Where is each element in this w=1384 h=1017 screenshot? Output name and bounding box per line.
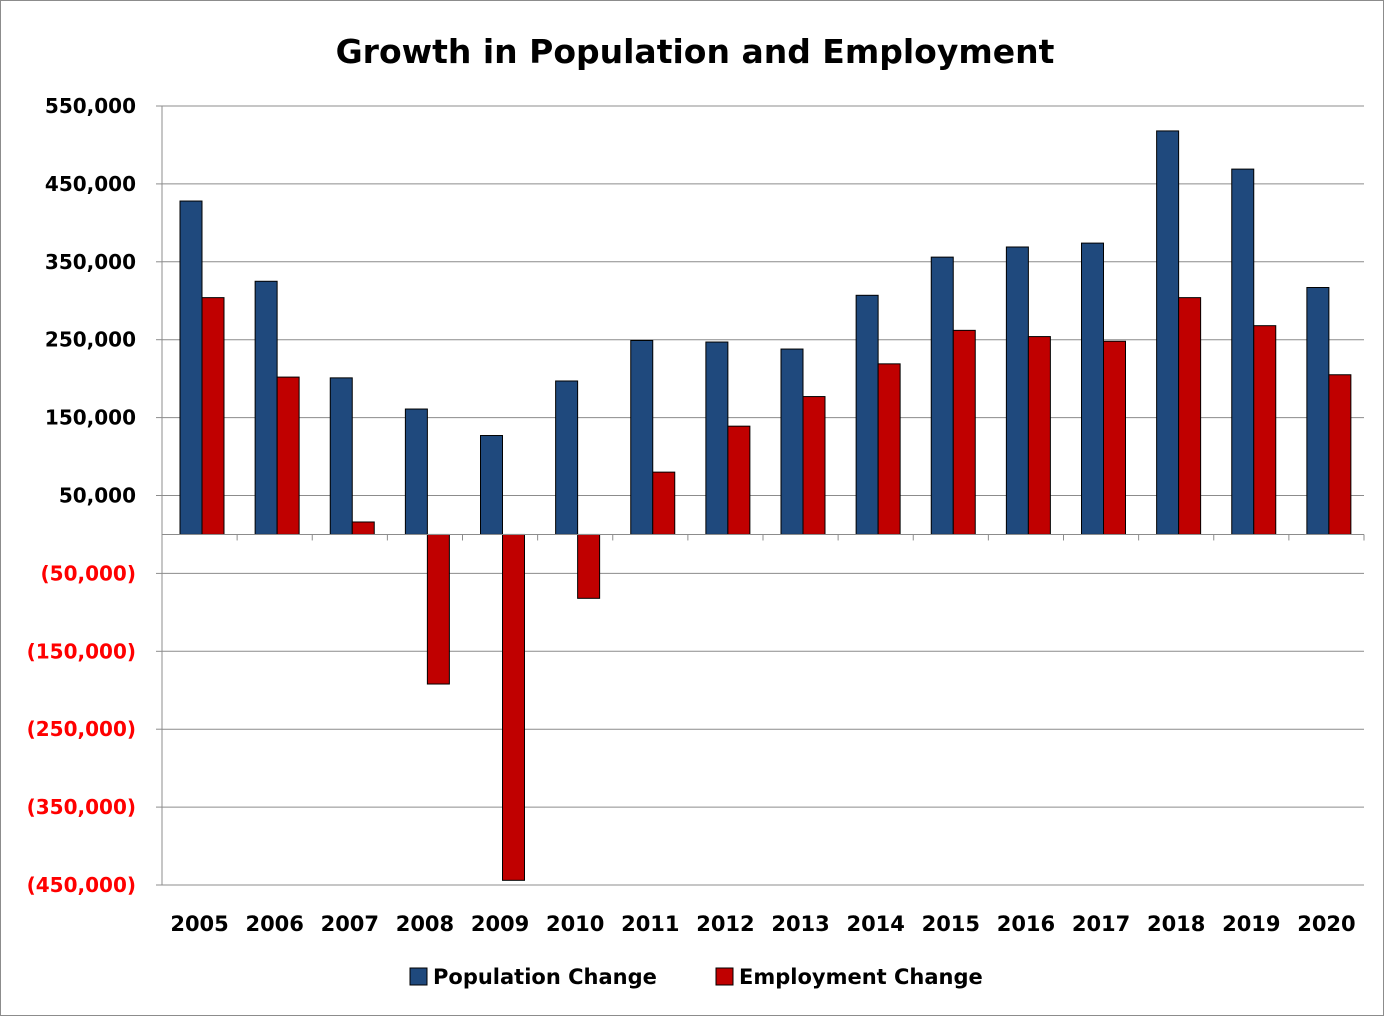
- y-tick-label: 150,000: [45, 406, 136, 430]
- bar-population-2009: [480, 435, 503, 535]
- bar-employment-2015: [952, 329, 976, 535]
- x-tick-label: 2016: [997, 912, 1055, 936]
- x-tick-label: 2006: [245, 912, 303, 936]
- bar-population-2019: [1231, 168, 1255, 535]
- x-tick-label: 2020: [1297, 912, 1355, 936]
- bar-employment-2010: [577, 533, 601, 599]
- legend-swatch-employment: [715, 967, 734, 986]
- bar-population-2018: [1156, 130, 1180, 535]
- x-tick-label: 2011: [621, 912, 679, 936]
- x-axis-ticks: 2005 2006 2007 2008 2009 2010 2011 2012 2013 2014…: [170, 912, 1355, 936]
- bar-employment-2011: [652, 471, 676, 535]
- x-tick-label: 2010: [546, 912, 604, 936]
- bar-employment-2009: [502, 533, 525, 881]
- bar-employment-2013: [802, 396, 826, 535]
- bar-population-2013: [780, 348, 804, 535]
- y-tick-label: 450,000: [45, 172, 136, 196]
- bar-population-2020: [1306, 287, 1330, 535]
- x-tick-label: 2014: [846, 912, 904, 936]
- bar-employment-2017: [1103, 340, 1126, 535]
- x-tick-label: 2009: [471, 912, 529, 936]
- y-axis-ticks: 550,000 450,000 350,000 250,000 150,000 50,00…: [27, 94, 162, 897]
- bar-population-2016: [1005, 246, 1029, 535]
- x-tick-label: 2015: [922, 912, 980, 936]
- x-tick-label: 2013: [771, 912, 829, 936]
- bars: [179, 130, 1352, 881]
- bar-employment-2006: [276, 376, 300, 535]
- bar-population-2008: [404, 408, 428, 535]
- bar-population-2015: [930, 256, 954, 535]
- bar-employment-2007: [351, 521, 375, 535]
- bar-population-2005: [179, 200, 203, 535]
- y-tick-label: 350,000: [45, 250, 136, 274]
- legend: Population Change Employment Change: [409, 965, 983, 989]
- bar-employment-2014: [877, 363, 901, 535]
- y-tick-label: (450,000): [27, 873, 136, 897]
- bar-employment-2005: [201, 297, 225, 535]
- legend-label-employment: Employment Change: [739, 965, 983, 989]
- y-tick-label: (150,000): [27, 639, 136, 663]
- bar-population-2011: [630, 339, 654, 535]
- bar-employment-2016: [1027, 336, 1051, 535]
- bar-population-2006: [254, 280, 278, 535]
- legend-swatch-population: [409, 967, 428, 986]
- gridlines: [162, 105, 1364, 886]
- bar-employment-2008: [426, 533, 450, 685]
- y-tick-label: 250,000: [45, 328, 136, 352]
- x-tick-label: 2017: [1072, 912, 1130, 936]
- x-tick-label: 2008: [396, 912, 454, 936]
- chart-title: Growth in Population and Employment: [336, 32, 1055, 71]
- bar-employment-2018: [1178, 297, 1202, 535]
- x-tick-label: 2019: [1222, 912, 1280, 936]
- bar-employment-2019: [1253, 325, 1277, 535]
- x-tick-label: 2012: [696, 912, 754, 936]
- x-tick-label: 2005: [170, 912, 228, 936]
- x-tick-label: 2018: [1147, 912, 1205, 936]
- y-tick-label: 50,000: [59, 484, 136, 508]
- bar-population-2007: [329, 377, 353, 535]
- bar-population-2014: [855, 294, 879, 535]
- legend-label-population: Population Change: [433, 965, 657, 989]
- y-tick-label: 550,000: [45, 94, 136, 118]
- y-tick-label: (50,000): [41, 561, 136, 585]
- bar-employment-2020: [1328, 374, 1352, 535]
- y-tick-label: (250,000): [27, 717, 136, 741]
- y-tick-label: (350,000): [27, 795, 136, 819]
- x-tick-label: 2007: [321, 912, 379, 936]
- bar-population-2012: [705, 341, 729, 535]
- axes: [161, 106, 1365, 885]
- bar-employment-2012: [727, 425, 751, 535]
- bar-population-2017: [1081, 242, 1104, 535]
- bar-population-2010: [555, 380, 579, 535]
